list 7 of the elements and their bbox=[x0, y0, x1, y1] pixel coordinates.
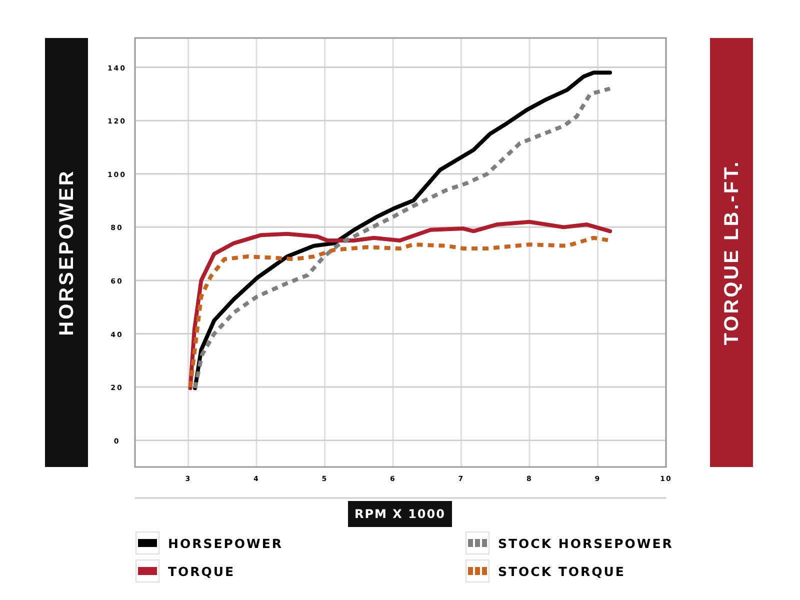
y2-axis-title: TORQUE LB.-FT. bbox=[721, 160, 743, 346]
legend-label: HORSEPOWER bbox=[168, 536, 283, 551]
x-axis-title: RPM X 1000 bbox=[354, 507, 446, 521]
legend-label: TORQUE bbox=[168, 564, 236, 579]
legend-label: STOCK TORQUE bbox=[498, 564, 626, 579]
y-axis-title: HORSEPOWER bbox=[56, 169, 78, 336]
legend-label: STOCK HORSEPOWER bbox=[498, 536, 674, 551]
